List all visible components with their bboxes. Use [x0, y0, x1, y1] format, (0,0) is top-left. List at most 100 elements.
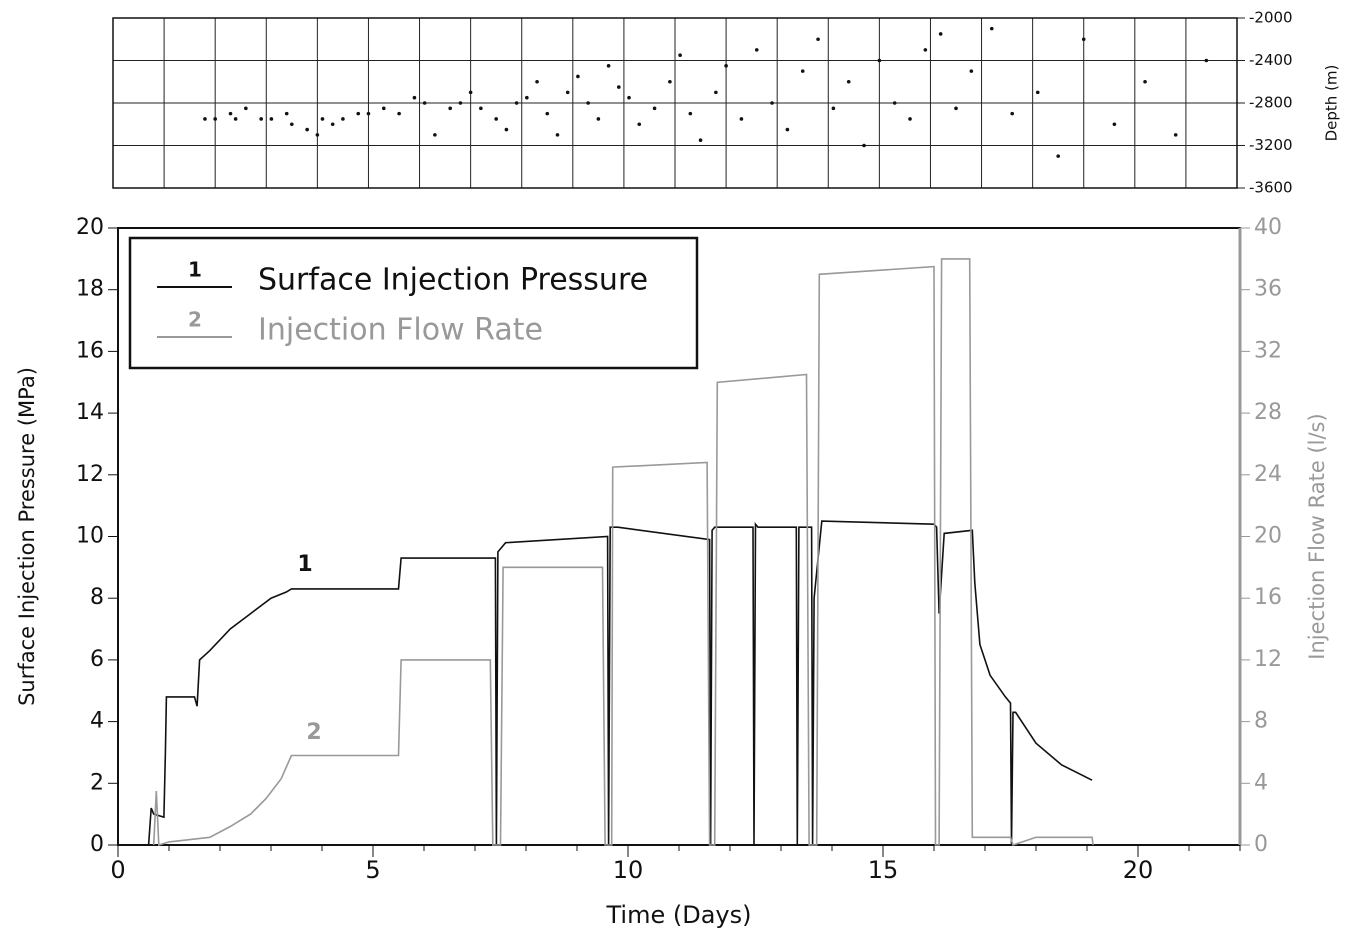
point	[724, 64, 728, 68]
point	[504, 127, 509, 132]
x-tick-label: 20	[1123, 856, 1154, 884]
point	[892, 101, 897, 105]
point	[468, 90, 473, 95]
legend-number: 1	[188, 258, 202, 282]
legend-box	[128, 236, 699, 370]
point	[341, 117, 345, 121]
point	[862, 143, 866, 148]
point	[213, 117, 217, 121]
y2-axis-label: Injection Flow Rate (l/s)	[1305, 413, 1329, 659]
point	[606, 64, 611, 68]
point	[1081, 37, 1086, 42]
point	[545, 111, 550, 116]
y-tick-label: -2400	[1249, 51, 1293, 69]
y2-tick-label: 12	[1254, 647, 1282, 672]
point	[535, 79, 539, 84]
point	[739, 117, 744, 121]
point	[412, 95, 417, 100]
y-axis-label: Depth (m)	[1323, 65, 1341, 142]
point	[244, 106, 248, 111]
plot-frame	[112, 17, 1238, 189]
y2-tick-label: 24	[1254, 462, 1282, 487]
y-axis-label: Surface Injection Pressure (MPa)	[15, 367, 39, 706]
point	[969, 69, 974, 73]
point	[1112, 122, 1117, 127]
y-tick-label: 18	[76, 277, 104, 302]
point	[923, 48, 928, 52]
point	[714, 90, 718, 95]
point	[555, 133, 560, 137]
y2-tick-label: 4	[1254, 770, 1268, 795]
point	[652, 106, 657, 111]
point	[290, 122, 294, 127]
point	[320, 117, 325, 121]
point	[422, 101, 427, 105]
point	[938, 32, 943, 36]
point	[785, 127, 790, 132]
y-tick-label: -3600	[1249, 179, 1293, 197]
point	[356, 111, 361, 116]
point	[1035, 90, 1040, 95]
point	[586, 101, 590, 105]
point	[381, 106, 386, 111]
point	[877, 58, 882, 63]
point	[1173, 133, 1178, 137]
y2-tick-label: 36	[1254, 277, 1282, 302]
y-tick-label: 2	[90, 770, 104, 795]
point	[678, 53, 682, 57]
y-tick-label: 0	[90, 832, 104, 857]
point	[954, 106, 958, 111]
y-tick-label: 14	[76, 400, 104, 425]
point	[627, 95, 631, 100]
y2-tick-label: 8	[1254, 709, 1268, 734]
point	[1056, 154, 1060, 158]
point	[908, 117, 912, 121]
point	[525, 95, 529, 100]
point	[816, 37, 820, 42]
point	[433, 133, 437, 137]
y2-tick-label: 32	[1254, 338, 1282, 363]
x-tick-label: 5	[365, 856, 380, 884]
point	[305, 127, 309, 132]
legend-label: Surface Injection Pressure	[258, 263, 648, 298]
point	[1204, 58, 1209, 63]
y-tick-label: 16	[76, 338, 104, 363]
y-tick-label: 12	[76, 462, 104, 487]
point	[397, 111, 401, 116]
point	[668, 79, 672, 84]
point	[617, 85, 621, 89]
series-line	[152, 258, 1094, 847]
annotation: 1	[297, 552, 312, 577]
y2-tick-label: 28	[1254, 400, 1282, 425]
point	[233, 117, 238, 121]
x-axis-label: Time (Days)	[606, 901, 752, 929]
y2-tick-label: 20	[1254, 524, 1282, 549]
point	[284, 111, 289, 116]
point	[846, 79, 851, 84]
point	[458, 101, 463, 105]
y2-tick-label: 16	[1254, 585, 1282, 610]
point	[448, 106, 453, 111]
series-line	[147, 520, 1093, 846]
point	[637, 122, 642, 127]
point	[203, 117, 207, 121]
point	[514, 101, 519, 105]
y-tick-label: 4	[90, 709, 104, 734]
point	[596, 117, 601, 121]
legend-number: 2	[188, 308, 202, 332]
legend-label: Injection Flow Rate	[258, 313, 543, 348]
point	[1143, 79, 1147, 84]
point	[366, 111, 371, 116]
y-tick-label: 20	[76, 215, 104, 240]
y2-tick-label: 0	[1254, 832, 1268, 857]
point	[1010, 111, 1014, 116]
y-tick-label: -3200	[1249, 136, 1293, 154]
point	[565, 90, 570, 95]
point	[576, 74, 580, 79]
y-tick-label: -2800	[1249, 94, 1293, 112]
point	[698, 138, 703, 142]
point	[269, 117, 274, 121]
point	[770, 101, 774, 105]
